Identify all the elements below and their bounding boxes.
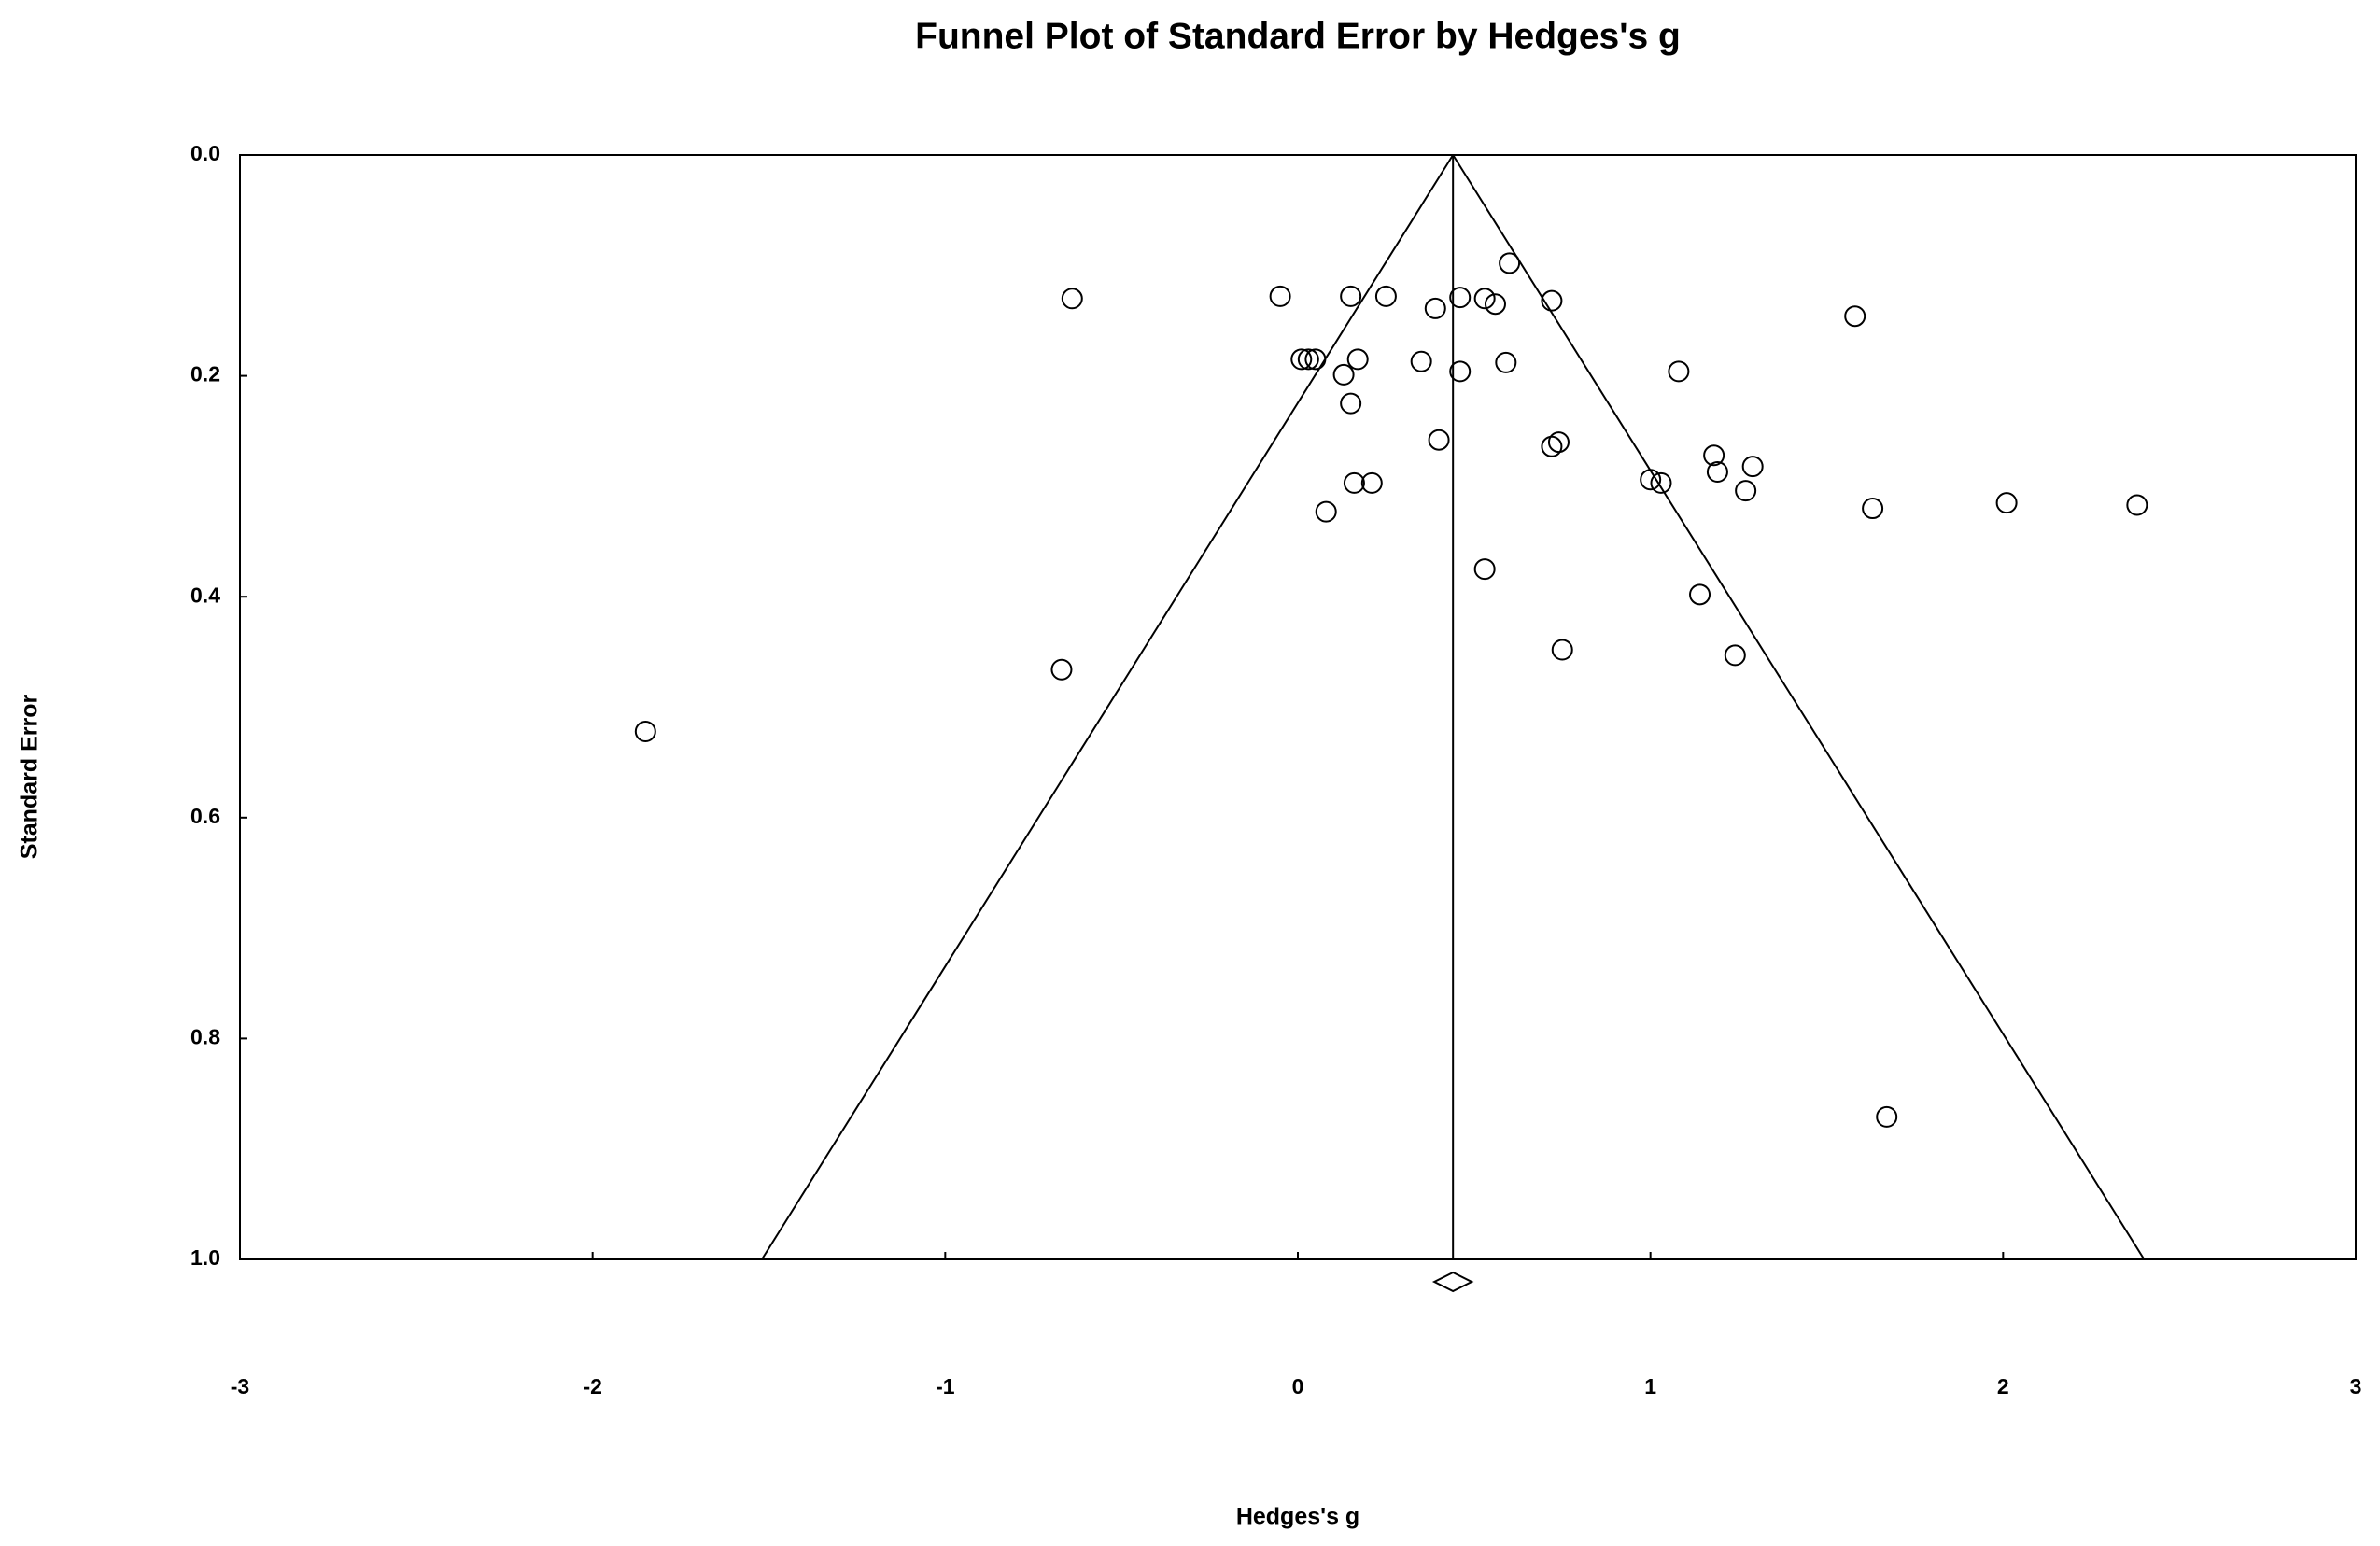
study-point	[1340, 285, 1362, 307]
study-point	[1343, 471, 1365, 494]
y-tick-label: 1.0	[190, 1245, 220, 1270]
study-point	[1346, 348, 1369, 371]
x-tick-label: -3	[231, 1374, 249, 1398]
study-point	[1735, 480, 1757, 502]
x-tick-label: 2	[1997, 1374, 2009, 1398]
study-point	[1360, 471, 1383, 494]
study-point	[1844, 305, 1866, 328]
study-point	[1473, 288, 1496, 310]
study-point	[1703, 444, 1725, 467]
study-point	[1332, 363, 1355, 386]
study-point	[2126, 494, 2148, 516]
y-tick-label: 0.0	[190, 141, 220, 165]
study-point	[1640, 469, 1662, 491]
study-point	[1547, 431, 1570, 454]
study-point	[1668, 360, 1690, 383]
summary-diamond	[1431, 1271, 1474, 1293]
x-tick-label: -2	[583, 1374, 601, 1398]
chart-title: Funnel Plot of Standard Error by Hedges'…	[915, 16, 1681, 56]
y-tick-label: 0.2	[190, 362, 220, 386]
study-point	[1706, 461, 1728, 484]
study-point	[1689, 583, 1711, 606]
x-axis-label: Hedges's g	[1236, 1504, 1359, 1530]
study-point	[1876, 1105, 1898, 1128]
study-point	[1724, 644, 1746, 667]
study-point	[1269, 285, 1291, 307]
study-point	[1484, 293, 1506, 316]
x-tick-label: 0	[1292, 1374, 1304, 1398]
study-point	[1290, 348, 1313, 371]
study-point	[1650, 471, 1672, 494]
study-point	[1551, 639, 1573, 661]
study-point	[1741, 456, 1764, 478]
study-point	[1315, 500, 1337, 523]
study-point	[1304, 348, 1327, 371]
plot-frame	[239, 154, 2357, 1260]
study-point	[1410, 350, 1432, 372]
study-point	[1473, 558, 1496, 581]
study-point	[1297, 348, 1319, 371]
y-tick-label: 0.6	[190, 804, 220, 828]
x-tick-label: 3	[2350, 1374, 2362, 1398]
study-point	[1862, 498, 1884, 520]
study-point	[1499, 252, 1521, 274]
study-point	[1428, 429, 1450, 451]
study-point	[1541, 289, 1563, 312]
y-tick-label: 0.4	[190, 583, 220, 607]
study-point	[1449, 360, 1472, 383]
study-point	[1541, 435, 1563, 457]
x-tick-label: 1	[1644, 1374, 1656, 1398]
study-point	[1449, 287, 1472, 309]
funnel-line	[761, 154, 1455, 1260]
study-point	[634, 721, 656, 743]
funnel-line	[1452, 154, 2146, 1260]
y-tick-label: 0.8	[190, 1024, 220, 1048]
study-point	[1424, 297, 1446, 319]
study-point	[1374, 285, 1397, 307]
study-point	[1340, 392, 1362, 415]
y-axis-label: Standard Error	[17, 695, 43, 860]
x-tick-label: -1	[936, 1374, 955, 1398]
study-point	[1495, 351, 1517, 373]
study-point	[1995, 492, 2018, 514]
study-point	[1050, 658, 1073, 681]
study-point	[1061, 288, 1083, 310]
